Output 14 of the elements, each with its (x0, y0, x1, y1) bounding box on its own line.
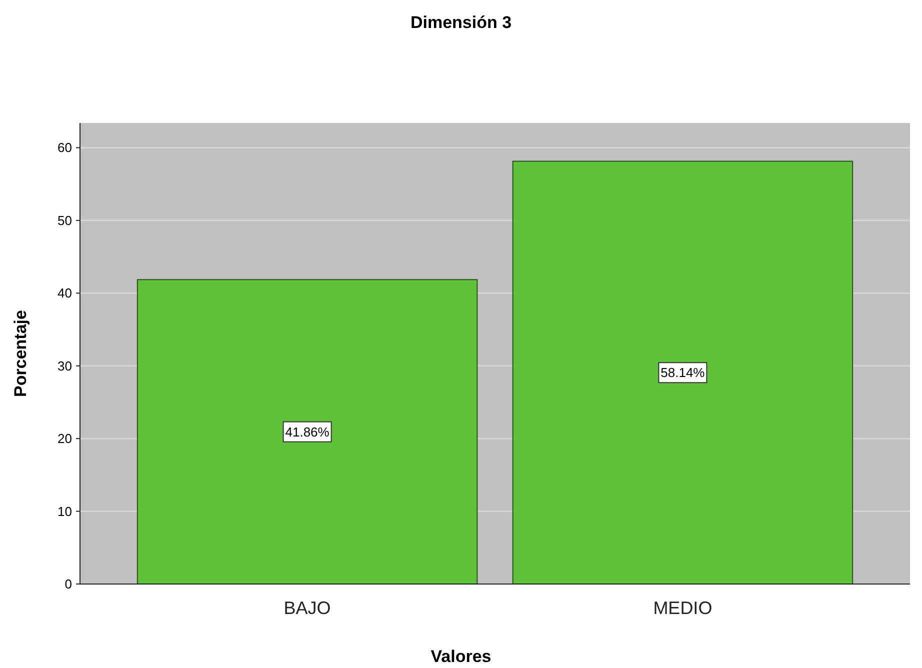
data-label: 41.86% (285, 424, 330, 440)
y-tick-label: 10 (58, 504, 72, 519)
x-tick-label: MEDIO (653, 598, 712, 618)
y-tick-label: 40 (58, 286, 72, 301)
y-tick-label: 50 (58, 212, 72, 228)
chart-title: Dimensión 3 (410, 13, 512, 32)
y-tick-label: 30 (58, 358, 72, 374)
x-tick-label: BAJO (284, 598, 331, 618)
y-tick-label: 0 (64, 576, 72, 592)
y-tick-label: 60 (58, 140, 72, 156)
y-axis-title: Porcentaje (11, 310, 30, 397)
y-tick-label: 20 (58, 431, 72, 446)
data-label: 58.14% (660, 365, 706, 380)
x-axis-title: Valores (430, 647, 492, 666)
